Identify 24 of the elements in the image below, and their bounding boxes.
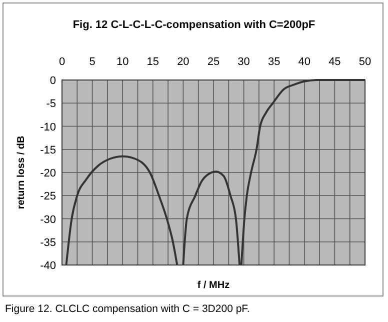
x-tick-label: 35 [268, 56, 280, 68]
y-tick-label: -20 [40, 168, 56, 180]
chart-title: Fig. 12 C-L-C-L-C-compensation with C=200pF [72, 19, 316, 31]
x-tick-label: 10 [116, 56, 129, 68]
y-tick-label: 0 [50, 75, 56, 87]
x-axis-title: f / MHz [197, 280, 230, 291]
x-tick-label: 40 [298, 56, 311, 68]
y-tick-label: -25 [40, 190, 56, 203]
x-tick-label: 45 [328, 56, 341, 68]
y-tick-label: -15 [40, 144, 56, 156]
caption: Figure 12. CLCLC compensation with C = 3D200 pF. [5, 303, 250, 315]
x-tick-label: 30 [238, 56, 250, 68]
y-tick-label: -35 [40, 236, 56, 249]
y-tick-label: -5 [46, 98, 56, 110]
x-tick-label: 0 [58, 56, 66, 68]
y-tick-label: -10 [40, 121, 56, 134]
y-tick-label: -30 [40, 214, 56, 226]
x-tick-label: 5 [89, 56, 96, 68]
x-tick-label: 20 [177, 56, 190, 68]
y-axis-title: return loss / dB [16, 136, 27, 210]
x-tick-label: 15 [146, 56, 160, 68]
x-tick-label: 25 [207, 56, 220, 68]
x-tick-label: 50 [358, 56, 372, 68]
y-tick-label: -40 [40, 260, 56, 272]
